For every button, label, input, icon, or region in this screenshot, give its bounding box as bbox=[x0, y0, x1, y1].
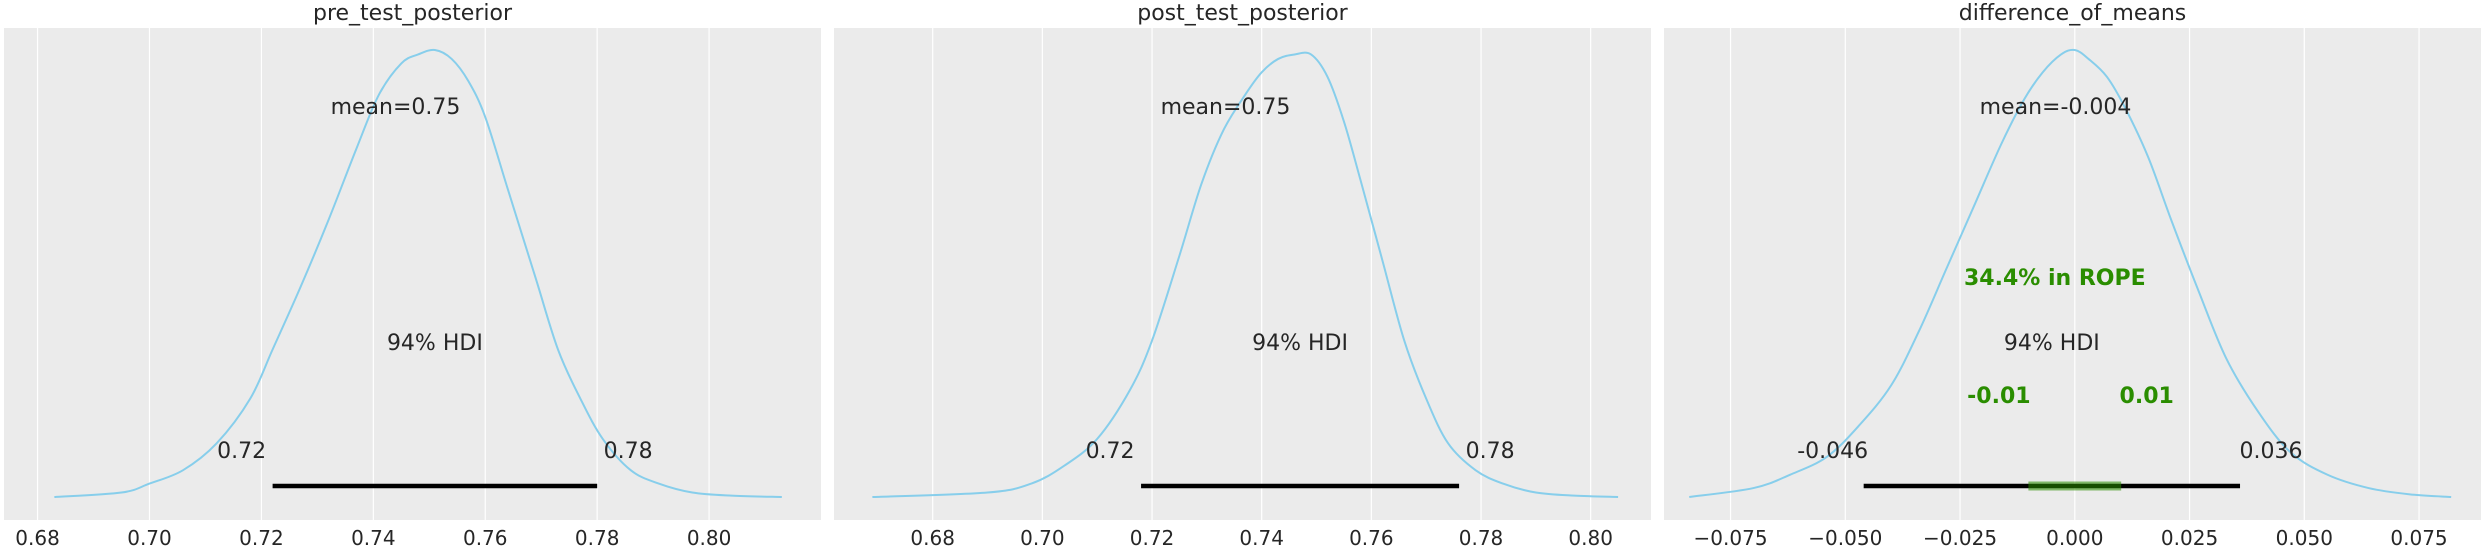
x-tick-label: 0.78 bbox=[1459, 526, 1504, 550]
rope-high-label: 0.01 bbox=[2120, 384, 2174, 409]
hdi-low-label: 0.72 bbox=[1086, 439, 1135, 464]
x-tick-label: 0.000 bbox=[2046, 526, 2103, 550]
panel-pre: 0.68 0.70 0.72 0.74 0.76 0.78 0.80 pre_test_pos… bbox=[4, 1, 821, 550]
x-tick-label: 0.72 bbox=[1130, 526, 1175, 550]
x-tick-label: 0.025 bbox=[2161, 526, 2218, 550]
hdi-high-label: 0.78 bbox=[1466, 439, 1515, 464]
hdi-low-label: 0.72 bbox=[217, 439, 266, 464]
x-tick-label: 0.74 bbox=[1239, 526, 1284, 550]
x-tick-label: −0.025 bbox=[1923, 526, 1997, 550]
panel-title: pre_test_posterior bbox=[313, 1, 513, 26]
panel-title: post_test_posterior bbox=[1137, 1, 1348, 26]
x-tick-label: −0.050 bbox=[1808, 526, 1882, 550]
plot-background bbox=[1664, 28, 2481, 520]
x-tick-label: 0.78 bbox=[575, 526, 620, 550]
panel-post: 0.68 0.70 0.72 0.74 0.76 0.78 0.80 post_test_po… bbox=[834, 1, 1651, 550]
kde-curve bbox=[54, 48, 782, 498]
hdi-high-label: 0.036 bbox=[2240, 439, 2303, 464]
x-tick-label: 0.70 bbox=[127, 526, 172, 550]
hdi-label: 94% HDI bbox=[387, 331, 483, 356]
mean-label: mean=-0.004 bbox=[1980, 95, 2132, 120]
x-tick-label: 0.80 bbox=[687, 526, 732, 550]
hdi-low-label: -0.046 bbox=[1797, 439, 1868, 464]
panel-title: difference_of_means bbox=[1959, 1, 2187, 26]
kde-curve bbox=[872, 51, 1619, 498]
plot-background bbox=[4, 28, 821, 520]
hdi-label: 94% HDI bbox=[1252, 331, 1348, 356]
x-tick-label: 0.68 bbox=[15, 526, 60, 550]
hdi-high-label: 0.78 bbox=[604, 439, 653, 464]
x-tick-label: 0.80 bbox=[1568, 526, 1613, 550]
hdi-label: 94% HDI bbox=[2004, 331, 2100, 356]
x-tick-label: 0.72 bbox=[239, 526, 284, 550]
x-tick-label: 0.76 bbox=[1349, 526, 1394, 550]
x-tick-label: 0.68 bbox=[910, 526, 955, 550]
x-tick-label: 0.70 bbox=[1020, 526, 1065, 550]
x-tick-label: 0.050 bbox=[2276, 526, 2333, 550]
rope-percent-label: 34.4% in ROPE bbox=[1964, 266, 2146, 291]
x-tick-label: 0.74 bbox=[351, 526, 396, 550]
x-tick-label: −0.075 bbox=[1694, 526, 1768, 550]
mean-label: mean=0.75 bbox=[1161, 95, 1291, 120]
rope-band bbox=[2028, 481, 2122, 491]
panel-diff: −0.075 −0.050 −0.025 0.000 0.025 0.050 0.075 di… bbox=[1664, 1, 2481, 550]
x-tick-label: 0.075 bbox=[2390, 526, 2447, 550]
x-tick-label: 0.76 bbox=[463, 526, 508, 550]
kde-curve bbox=[1689, 48, 2452, 498]
rope-low-label: -0.01 bbox=[1967, 384, 2030, 409]
mean-label: mean=0.75 bbox=[331, 95, 461, 120]
plot-background bbox=[834, 28, 1651, 520]
